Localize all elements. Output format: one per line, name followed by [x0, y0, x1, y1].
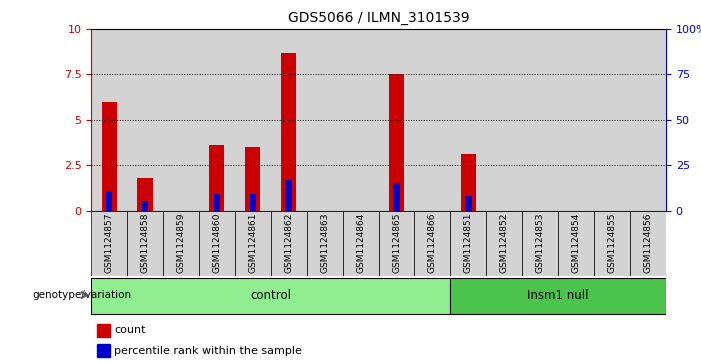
Bar — [137, 178, 153, 211]
Bar — [450, 211, 486, 276]
Text: count: count — [114, 326, 146, 335]
Bar — [285, 180, 292, 211]
Text: control: control — [250, 289, 291, 302]
Text: GSM1124864: GSM1124864 — [356, 212, 365, 273]
Text: GSM1124862: GSM1124862 — [284, 212, 293, 273]
Bar — [594, 211, 630, 276]
Bar — [91, 211, 127, 276]
Bar — [522, 211, 558, 276]
Bar — [142, 201, 148, 211]
Text: percentile rank within the sample: percentile rank within the sample — [114, 346, 302, 356]
Text: GSM1124855: GSM1124855 — [608, 212, 617, 273]
Text: GSM1124863: GSM1124863 — [320, 212, 329, 273]
Text: GSM1124858: GSM1124858 — [140, 212, 149, 273]
Bar — [630, 211, 666, 276]
Bar — [630, 29, 666, 211]
Bar — [461, 154, 476, 211]
Bar — [414, 29, 450, 211]
Bar — [97, 324, 109, 337]
Bar — [281, 53, 297, 211]
Bar — [127, 29, 163, 211]
Text: Insm1 null: Insm1 null — [527, 289, 589, 302]
Bar — [389, 74, 404, 211]
Bar — [522, 29, 558, 211]
Text: GSM1124859: GSM1124859 — [177, 212, 186, 273]
Bar — [245, 147, 260, 211]
Bar — [307, 29, 343, 211]
Bar — [271, 211, 307, 276]
Text: GSM1124865: GSM1124865 — [392, 212, 401, 273]
Bar — [235, 29, 271, 211]
Text: GSM1124857: GSM1124857 — [104, 212, 114, 273]
Text: GSM1124851: GSM1124851 — [464, 212, 473, 273]
Text: GSM1124856: GSM1124856 — [644, 212, 653, 273]
Text: GSM1124852: GSM1124852 — [500, 212, 509, 273]
Bar — [199, 29, 235, 211]
Text: GSM1124866: GSM1124866 — [428, 212, 437, 273]
Bar — [127, 211, 163, 276]
Text: GSM1124854: GSM1124854 — [571, 212, 580, 273]
Bar — [210, 145, 224, 211]
Bar — [307, 211, 343, 276]
Text: genotype/variation: genotype/variation — [32, 290, 131, 300]
Bar — [97, 344, 109, 357]
Bar — [379, 211, 414, 276]
Bar — [163, 29, 199, 211]
Bar — [465, 196, 472, 211]
Bar — [393, 183, 400, 211]
Bar — [450, 278, 666, 314]
Bar — [106, 191, 112, 211]
Text: GSM1124853: GSM1124853 — [536, 212, 545, 273]
Bar — [271, 29, 307, 211]
Bar — [379, 29, 414, 211]
Bar — [91, 29, 127, 211]
Bar — [558, 211, 594, 276]
Bar — [486, 29, 522, 211]
Bar — [214, 194, 220, 211]
Bar — [163, 211, 199, 276]
Bar — [91, 278, 450, 314]
Bar — [235, 211, 271, 276]
Bar — [486, 211, 522, 276]
Bar — [414, 211, 450, 276]
Bar — [102, 102, 116, 211]
Bar — [558, 29, 594, 211]
Bar — [450, 29, 486, 211]
Bar — [199, 211, 235, 276]
Text: GSM1124861: GSM1124861 — [248, 212, 257, 273]
Bar — [343, 29, 379, 211]
Text: GSM1124860: GSM1124860 — [212, 212, 222, 273]
Bar — [250, 194, 256, 211]
Bar — [343, 211, 379, 276]
Bar — [594, 29, 630, 211]
Title: GDS5066 / ILMN_3101539: GDS5066 / ILMN_3101539 — [287, 11, 470, 25]
